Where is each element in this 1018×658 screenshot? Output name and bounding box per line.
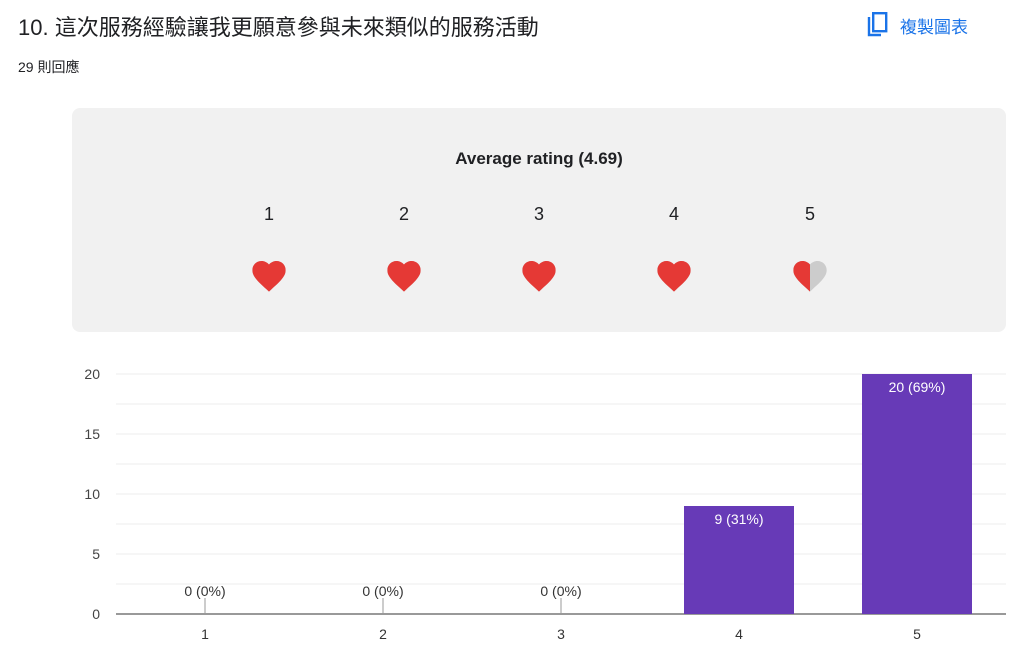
rating-item-1: 1 bbox=[239, 202, 299, 296]
response-count: 29 則回應 bbox=[18, 59, 80, 75]
rating-item-5: 5 bbox=[780, 202, 840, 296]
rating-scale-label: 1 bbox=[263, 204, 274, 224]
bar bbox=[684, 506, 794, 614]
heart-icon bbox=[793, 261, 827, 292]
question-title: 10. 這次服務經驗讓我更願意參與未來類似的服務活動 bbox=[18, 15, 539, 40]
average-rating-title: Average rating (4.69) bbox=[455, 149, 623, 168]
x-tick-label: 1 bbox=[201, 626, 209, 642]
copy-chart-label: 複製圖表 bbox=[900, 17, 968, 37]
data-label: 0 (0%) bbox=[184, 583, 225, 599]
heart-icon bbox=[387, 261, 421, 292]
rating-item-4: 4 bbox=[644, 202, 704, 296]
heart-icon bbox=[252, 261, 286, 292]
rating-scale-label: 4 bbox=[668, 204, 679, 224]
y-tick-label: 15 bbox=[84, 426, 100, 442]
x-tick-label: 2 bbox=[379, 626, 387, 642]
heart-icon bbox=[657, 261, 691, 292]
bar-chart: 0 5 10 15 20 0 (0%) 1 0 (0%) 2 0 (0%) 3 9 (31%) 4 20 … bbox=[84, 366, 1006, 642]
x-tick-label: 4 bbox=[735, 626, 743, 642]
rating-item-3: 3 bbox=[509, 202, 569, 296]
average-rating-panel: Average rating (4.69) 1 2 3 4 5 bbox=[72, 108, 1006, 332]
x-tick-label: 5 bbox=[913, 626, 921, 642]
y-tick-label: 5 bbox=[92, 546, 100, 562]
bar bbox=[862, 374, 972, 614]
x-tick-label: 3 bbox=[557, 626, 565, 642]
rating-scale-label: 2 bbox=[398, 204, 409, 224]
y-tick-label: 20 bbox=[84, 366, 100, 382]
data-label: 9 (31%) bbox=[714, 511, 763, 527]
rating-scale-label: 3 bbox=[533, 204, 544, 224]
data-label: 20 (69%) bbox=[889, 379, 946, 395]
heart-icon bbox=[522, 261, 556, 292]
y-tick-label: 10 bbox=[84, 486, 100, 502]
rating-scale-label: 5 bbox=[804, 204, 815, 224]
y-tick-label: 0 bbox=[92, 606, 100, 622]
data-label: 0 (0%) bbox=[540, 583, 581, 599]
data-label: 0 (0%) bbox=[362, 583, 403, 599]
copy-icon bbox=[866, 12, 888, 38]
copy-chart-button[interactable]: 複製圖表 bbox=[866, 8, 968, 42]
rating-item-2: 2 bbox=[374, 202, 434, 296]
